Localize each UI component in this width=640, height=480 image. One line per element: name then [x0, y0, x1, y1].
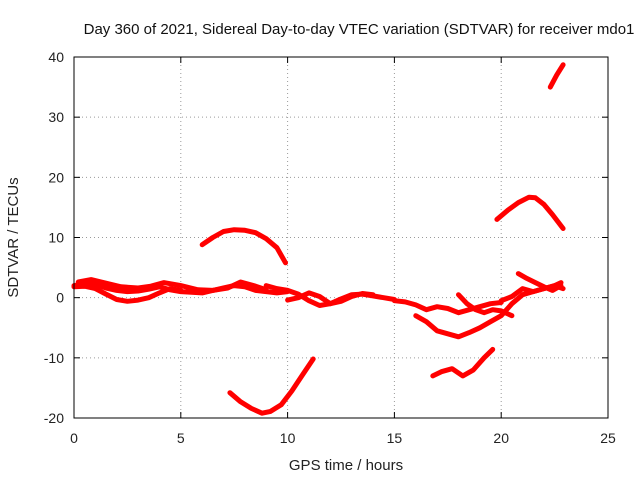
axes	[73, 56, 609, 419]
y-tick-label: -10	[44, 350, 64, 366]
y-axis-label: SDTVAR / TECUs	[5, 177, 22, 297]
series-arc-12	[227, 356, 316, 416]
y-tick-label: 30	[48, 109, 64, 125]
series-arc-6	[391, 298, 504, 316]
x-tick-label: 0	[70, 430, 78, 446]
y-tick-label: 20	[48, 169, 64, 185]
y-tick-label: 10	[48, 230, 64, 246]
x-tick-label: 25	[600, 430, 616, 446]
x-tick-label: 10	[280, 430, 296, 446]
series-arc-5	[285, 290, 376, 307]
x-axis-label: GPS time / hours	[289, 457, 403, 474]
series-arc-2	[71, 283, 184, 304]
chart-title: Day 360 of 2021, Sidereal Day-to-day VTE…	[84, 21, 635, 38]
x-tick-label: 20	[493, 430, 509, 446]
series-arc-9	[498, 283, 566, 304]
series-arc-11	[199, 227, 288, 266]
y-tick-label: 40	[48, 49, 64, 65]
x-tick-label: 5	[177, 430, 185, 446]
series-arc-10	[515, 271, 564, 293]
series-layer	[71, 62, 566, 416]
series-arc-13	[430, 346, 496, 379]
x-tick-label: 15	[387, 430, 403, 446]
series-arc-14	[494, 194, 566, 231]
series-arc-8	[456, 292, 515, 319]
x-tick-labels: 0 5 10 15 20 25	[70, 430, 616, 446]
grid-lines	[74, 57, 608, 418]
y-tick-labels: -20 -10 0 10 20 30 40	[44, 49, 64, 426]
series-arc-15	[547, 62, 566, 90]
y-tick-label: -20	[44, 410, 64, 426]
y-tick-label: 0	[56, 290, 64, 306]
series-arc-3	[75, 277, 269, 293]
